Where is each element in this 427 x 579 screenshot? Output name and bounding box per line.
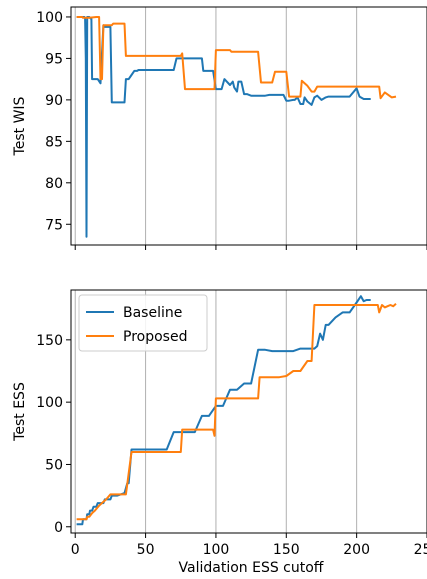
ess-ytick-label-0: 0 xyxy=(54,520,63,536)
legend: Baseline Proposed xyxy=(78,294,208,352)
wis-ytick-label-95: 95 xyxy=(45,51,63,67)
ess-ytick-label-100: 100 xyxy=(36,395,63,411)
wis-series-proposed-line xyxy=(76,16,397,100)
ess-series-baseline-line xyxy=(76,295,371,526)
wis-ytick-label-90: 90 xyxy=(45,93,63,109)
wis-chart-panel: 75 80 85 90 95 100 Test WIS xyxy=(12,6,427,250)
wis-y-axis-label: Test WIS xyxy=(12,96,28,156)
ess-chart-panel: 0 50 100 150 200 250 0 50 100 150 Test ESS Valida… xyxy=(12,289,427,576)
wis-ytick-label-80: 80 xyxy=(45,176,63,192)
wis-ytick-label-85: 85 xyxy=(45,134,63,150)
wis-ytick-label-75: 75 xyxy=(45,217,63,233)
wis-grid xyxy=(74,7,427,245)
ess-ytick-label-150: 150 xyxy=(36,333,63,349)
ess-plot-frame xyxy=(70,289,427,534)
ess-series-proposed-line xyxy=(76,302,397,521)
ess-xtick-label-250: 250 xyxy=(414,542,427,558)
legend-label-baseline: Baseline xyxy=(123,305,182,321)
legend-label-proposed: Proposed xyxy=(123,329,187,345)
wis-series xyxy=(76,16,397,238)
ess-ytick-label-50: 50 xyxy=(45,457,63,473)
wis-plot-frame xyxy=(70,6,427,246)
ess-xtick-label-50: 50 xyxy=(137,542,155,558)
ess-ticks: 0 50 100 150 200 250 0 50 100 150 xyxy=(36,333,427,558)
ess-xtick-label-200: 200 xyxy=(343,542,370,558)
ess-xtick-label-150: 150 xyxy=(273,542,300,558)
ess-xtick-label-0: 0 xyxy=(71,542,80,558)
ess-xtick-label-100: 100 xyxy=(203,542,230,558)
x-axis-label: Validation ESS cutoff xyxy=(179,560,324,576)
wis-ticks: 75 80 85 90 95 100 xyxy=(36,10,427,250)
wis-ytick-label-100: 100 xyxy=(36,10,63,26)
ess-series xyxy=(76,295,397,526)
ess-y-axis-label: Test ESS xyxy=(12,382,28,442)
